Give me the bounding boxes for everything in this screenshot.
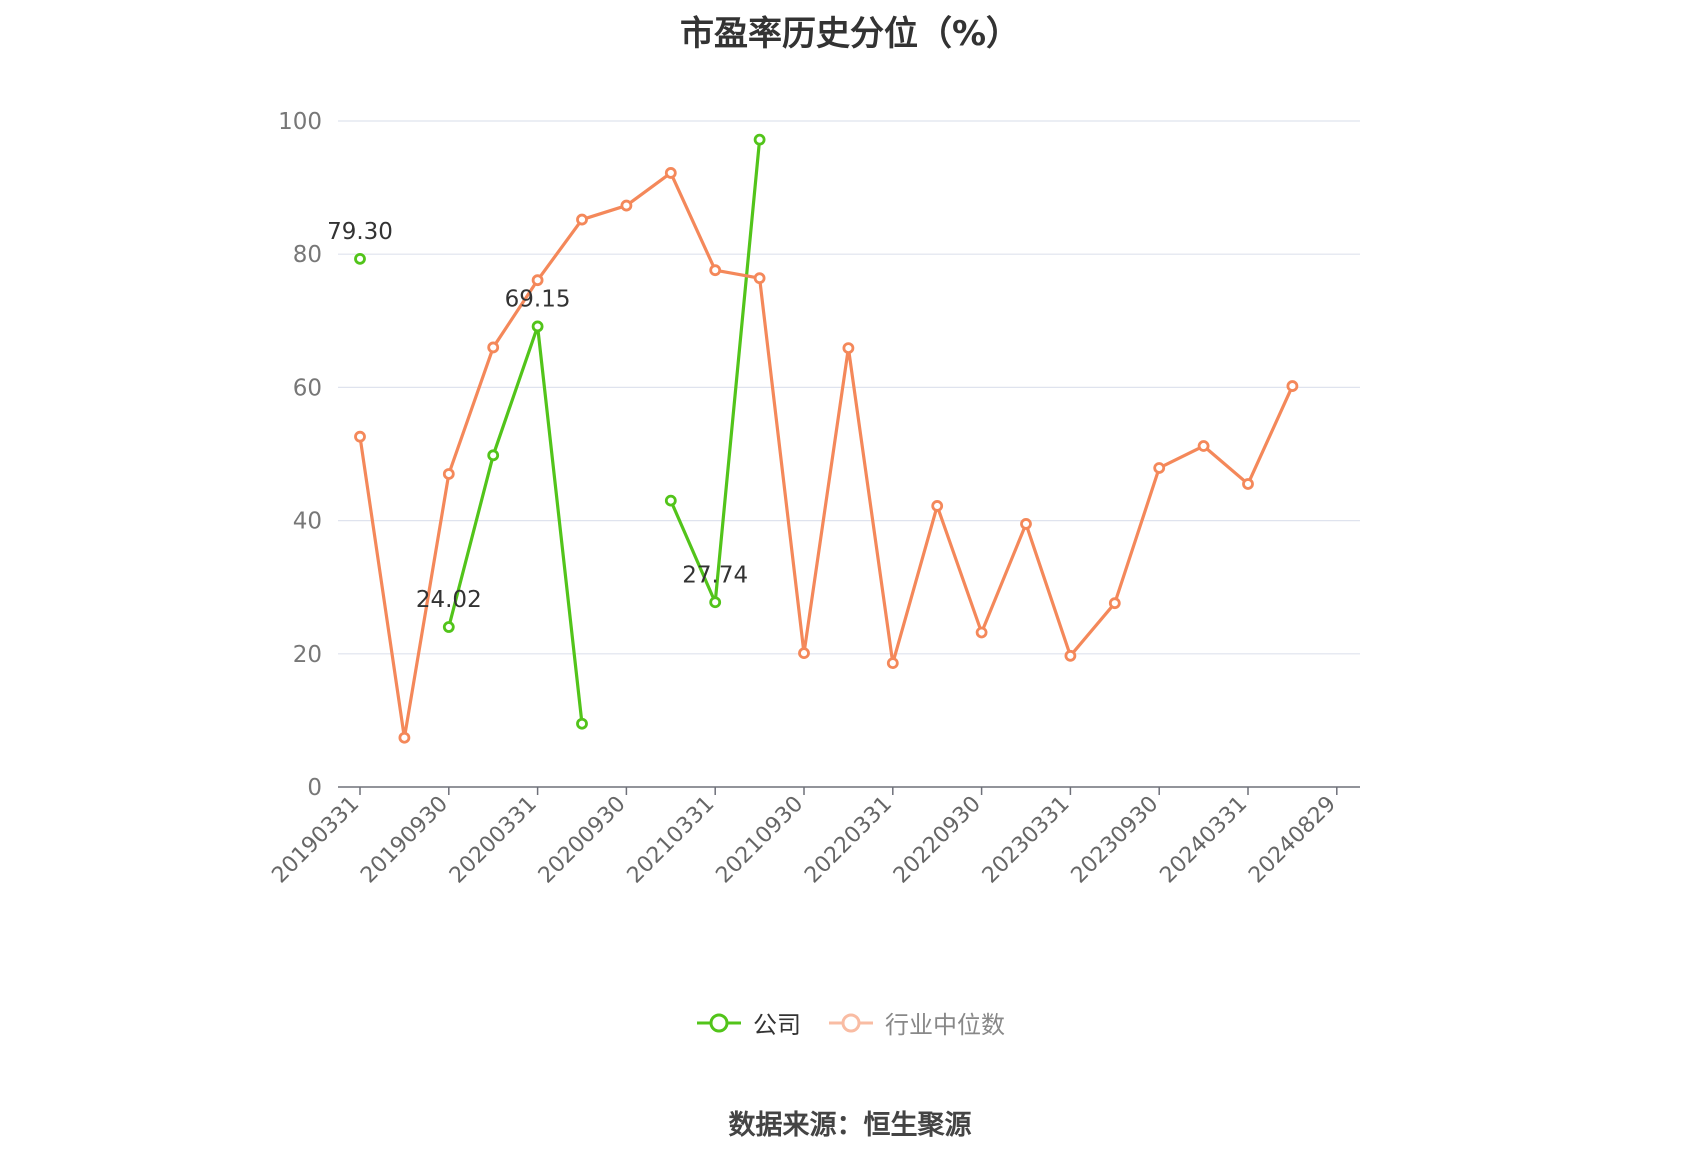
y-tick-label: 80 <box>293 242 322 268</box>
data-point-industry-median[interactable] <box>576 213 588 226</box>
x-tick-label: 20210930 <box>711 792 808 889</box>
data-point-industry-median[interactable] <box>354 430 366 443</box>
data-point-company[interactable] <box>531 320 544 333</box>
series-company <box>354 133 766 730</box>
legend-marker-icon <box>829 1013 873 1032</box>
data-point-industry-median[interactable] <box>842 342 855 355</box>
data-point-company[interactable] <box>709 596 722 609</box>
y-tick-label: 100 <box>278 109 322 135</box>
legend-item-company[interactable]: 公司 <box>695 1005 801 1040</box>
y-tick-label: 40 <box>293 509 322 535</box>
y-tick-label: 20 <box>293 642 322 668</box>
data-point-industry-median[interactable] <box>1108 597 1121 610</box>
data-point-industry-median[interactable] <box>709 264 722 277</box>
data-point-industry-median[interactable] <box>442 468 455 480</box>
data-point-company[interactable] <box>442 621 455 633</box>
data-point-industry-median[interactable] <box>620 199 633 212</box>
legend-marker-icon <box>697 1013 741 1032</box>
data-point-industry-median[interactable] <box>664 167 677 179</box>
series-line-industry-median <box>358 171 1294 740</box>
data-point-company[interactable] <box>753 133 766 146</box>
data-point-industry-median[interactable] <box>1197 440 1210 452</box>
data-point-industry-median[interactable] <box>753 272 766 285</box>
x-tick-label: 20230930 <box>1067 792 1164 889</box>
data-point-industry-median[interactable] <box>1242 478 1254 490</box>
x-tick-label: 20210331 <box>623 792 720 889</box>
data-point-industry-median[interactable] <box>1153 462 1166 474</box>
data-point-industry-median[interactable] <box>1286 380 1299 392</box>
data-point-industry-median[interactable] <box>1020 518 1032 530</box>
x-tick-label: 20220331 <box>800 792 897 889</box>
data-point-company[interactable] <box>487 449 500 462</box>
x-tick-label: 20240829 <box>1244 792 1341 889</box>
data-point-industry-median[interactable] <box>531 274 544 287</box>
data-point-industry-median[interactable] <box>1064 649 1077 662</box>
data-point-industry-median[interactable] <box>487 341 500 354</box>
x-tick-label: 20230331 <box>978 792 1075 889</box>
legend-label: 行业中位数 <box>885 1011 1005 1039</box>
data-point-company[interactable] <box>664 494 677 507</box>
data-point-industry-median[interactable] <box>931 500 944 512</box>
legend-label: 公司 <box>753 1011 801 1039</box>
data-point-industry-median[interactable] <box>975 626 988 639</box>
x-tick-label: 20190331 <box>267 792 364 889</box>
data-point-industry-median[interactable] <box>798 647 810 660</box>
series-line-company <box>669 139 762 604</box>
y-tick-label: 0 <box>307 775 322 801</box>
x-tick-label: 20200930 <box>534 792 631 889</box>
data-label: 24.02 <box>416 587 482 613</box>
x-tick-label: 20190930 <box>356 792 453 889</box>
data-point-industry-median[interactable] <box>886 657 899 670</box>
data-point-company[interactable] <box>354 252 366 265</box>
legend: 公司 行业中位数 <box>0 1005 1700 1040</box>
data-point-industry-median[interactable] <box>398 731 411 744</box>
series-line-company <box>447 324 584 724</box>
series-industry-median <box>354 167 1299 744</box>
x-tick-label: 20200331 <box>445 792 542 889</box>
data-label: 27.74 <box>682 562 748 588</box>
x-tick-label: 20220930 <box>889 792 986 889</box>
chart-title: 市盈率历史分位（%） <box>679 14 1021 54</box>
data-point-company[interactable] <box>576 717 588 730</box>
source-note: 数据来源：恒生聚源 <box>728 1110 972 1141</box>
data-label: 69.15 <box>505 286 571 312</box>
data-label: 79.30 <box>327 219 393 245</box>
legend-item-industry-median[interactable]: 行业中位数 <box>827 1005 1005 1040</box>
x-tick-label: 20240331 <box>1155 792 1252 889</box>
y-tick-label: 60 <box>293 375 322 401</box>
